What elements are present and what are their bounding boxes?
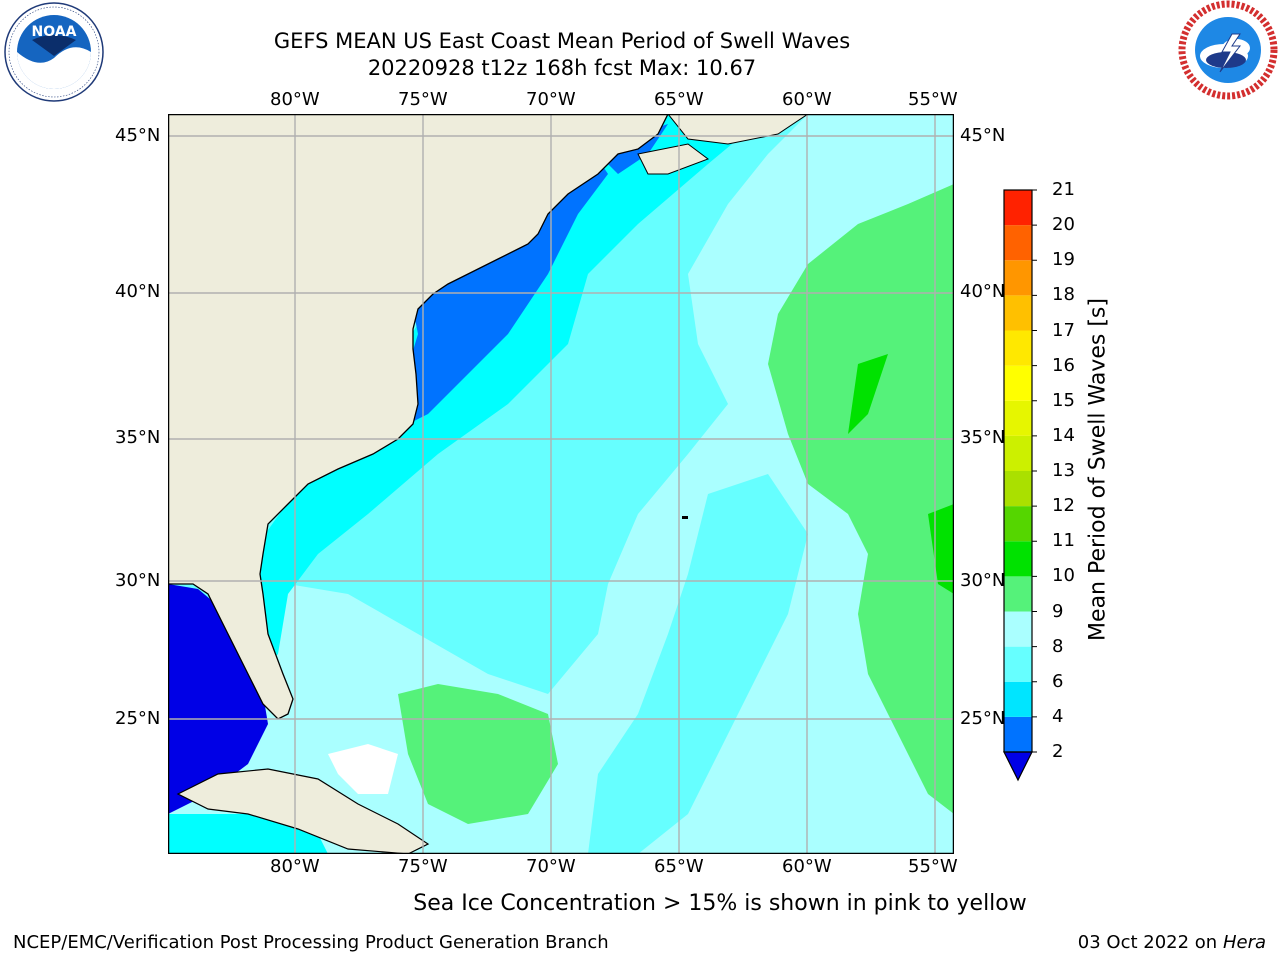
lon-label-bottom: 60°W bbox=[782, 856, 832, 877]
colorbar-segment bbox=[1004, 225, 1032, 261]
lon-label-top: 75°W bbox=[398, 89, 448, 110]
lon-label-top: 60°W bbox=[782, 89, 832, 110]
colorbar-segment bbox=[1004, 541, 1032, 577]
footer-date: 03 Oct 2022 on Hera bbox=[1077, 932, 1266, 953]
colorbar-segment bbox=[1004, 260, 1032, 296]
colorbar-segment bbox=[1004, 576, 1032, 612]
lon-label-bottom: 55°W bbox=[908, 856, 958, 877]
lon-label-top: 80°W bbox=[270, 89, 320, 110]
colorbar-tick-label: 8 bbox=[1052, 635, 1064, 657]
lat-label-right: 30°N bbox=[960, 570, 1006, 591]
colorbar-segment bbox=[1004, 716, 1032, 752]
lat-label-right: 40°N bbox=[960, 281, 1006, 302]
period-2-4-region bbox=[403, 144, 608, 424]
colorbar-tick-label: 13 bbox=[1052, 460, 1075, 481]
colorbar-segment bbox=[1004, 646, 1032, 682]
colorbar-segment bbox=[1004, 681, 1032, 717]
colorbar-segment bbox=[1004, 400, 1032, 436]
lon-label-top: 65°W bbox=[654, 89, 704, 110]
noaa-logo-icon: NOAA bbox=[4, 2, 104, 102]
colorbar-title: Mean Period of Swell Waves [s] bbox=[1085, 298, 1111, 641]
colorbar-tick-label: 12 bbox=[1052, 495, 1075, 517]
colorbar-segment bbox=[1004, 365, 1032, 401]
colorbar-tick-label: 10 bbox=[1052, 565, 1075, 587]
map-gridlines bbox=[168, 114, 954, 854]
colorbar-tick-label: 19 bbox=[1052, 249, 1075, 271]
colorbar-tick-label: 20 bbox=[1052, 214, 1075, 236]
gulf-region bbox=[168, 584, 268, 814]
colorbar-tick-label: 6 bbox=[1052, 670, 1064, 692]
colorbar-tick-label: 15 bbox=[1052, 389, 1075, 411]
colorbar-tick-label: 4 bbox=[1052, 705, 1064, 727]
lon-label-top: 70°W bbox=[526, 89, 576, 110]
lat-label-left: 30°N bbox=[115, 570, 161, 591]
colorbar bbox=[1003, 189, 1037, 782]
lon-label-bottom: 80°W bbox=[270, 856, 320, 877]
lon-label-bottom: 70°W bbox=[526, 856, 576, 877]
colorbar-under-arrow bbox=[1003, 751, 1033, 782]
lat-label-right: 45°N bbox=[960, 125, 1006, 146]
lon-label-bottom: 75°W bbox=[398, 856, 448, 877]
colorbar-segment bbox=[1004, 190, 1032, 226]
lat-label-left: 45°N bbox=[115, 125, 161, 146]
noaa-logo-text: NOAA bbox=[32, 24, 77, 40]
colorbar-segment bbox=[1004, 506, 1032, 542]
colorbar-segment bbox=[1004, 471, 1032, 507]
sea-ice-note: Sea Ice Concentration > 15% is shown in … bbox=[413, 891, 1027, 916]
colorbar-tick-label: 21 bbox=[1052, 179, 1075, 200]
swell-period-map bbox=[168, 114, 954, 854]
chart-subtitle: 20220928 t12z 168h fcst Max: 10.67 bbox=[367, 56, 757, 80]
colorbar-tick-label: 2 bbox=[1052, 741, 1064, 762]
colorbar-tick-label: 9 bbox=[1052, 600, 1064, 622]
lon-label-top: 55°W bbox=[908, 89, 958, 110]
period-9-10-region bbox=[768, 184, 954, 814]
lat-label-left: 40°N bbox=[115, 281, 161, 302]
colorbar-segment bbox=[1004, 611, 1032, 647]
chart-title: GEFS MEAN US East Coast Mean Period of S… bbox=[273, 29, 851, 53]
lat-label-left: 25°N bbox=[115, 708, 161, 729]
map-frame bbox=[168, 114, 954, 854]
bermuda-marker bbox=[682, 516, 688, 519]
colorbar-tick-label: 16 bbox=[1052, 354, 1075, 376]
colorbar-segment bbox=[1004, 295, 1032, 331]
colorbar-tick-label: 11 bbox=[1052, 530, 1075, 552]
cuba-landmass bbox=[176, 768, 430, 854]
colorbar-segment bbox=[1004, 435, 1032, 471]
lat-label-left: 35°N bbox=[115, 427, 161, 448]
lat-label-right: 35°N bbox=[960, 427, 1006, 448]
lon-label-bottom: 65°W bbox=[654, 856, 704, 877]
nws-logo-icon bbox=[1178, 0, 1278, 100]
footer-host: Hera bbox=[1222, 932, 1266, 953]
colorbar-tick-label: 18 bbox=[1052, 284, 1075, 306]
lat-label-right: 25°N bbox=[960, 708, 1006, 729]
colorbar-tick-label: 17 bbox=[1052, 319, 1075, 341]
colorbar-segment bbox=[1004, 330, 1032, 366]
period-4-6-region bbox=[168, 114, 768, 674]
colorbar-tick-label: 14 bbox=[1052, 424, 1075, 446]
footer-branch: NCEP/EMC/Verification Post Processing Pr… bbox=[13, 932, 609, 953]
